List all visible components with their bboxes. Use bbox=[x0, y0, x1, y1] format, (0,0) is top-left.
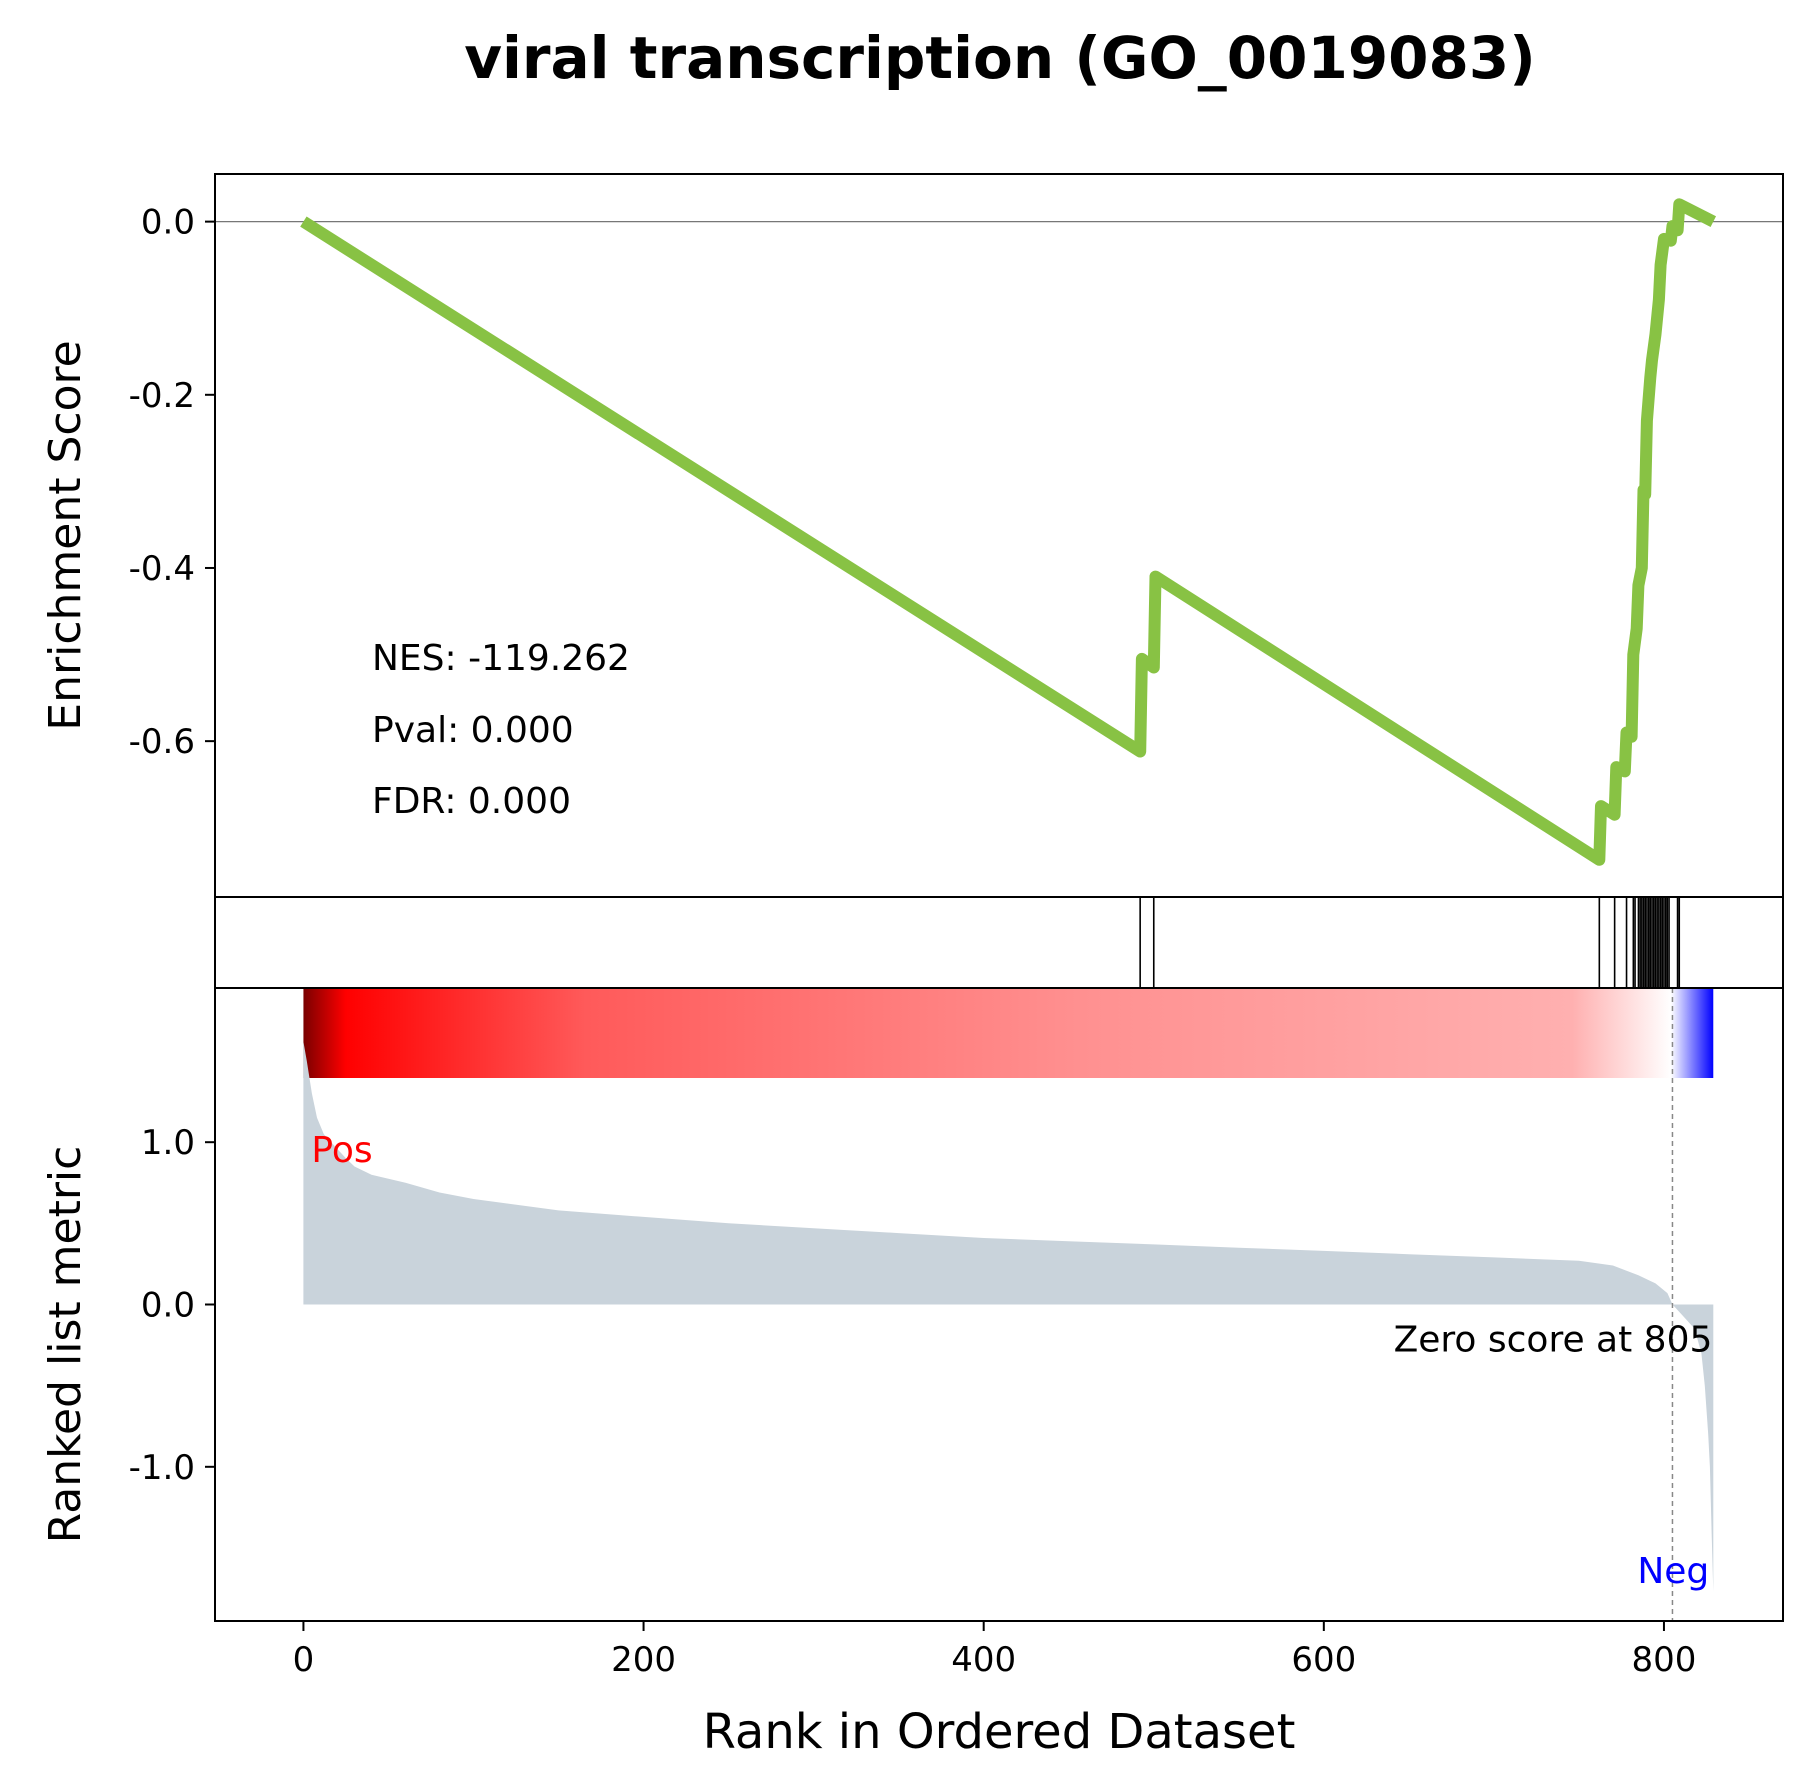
x-tick-label: 800 bbox=[1632, 1640, 1697, 1680]
pval-annotation: Pval: 0.000 bbox=[372, 710, 574, 751]
nes-annotation: NES: -119.262 bbox=[372, 638, 630, 679]
chart-title: viral transcription (GO_0019083) bbox=[464, 24, 1536, 92]
rank-y-tick-label: 0.0 bbox=[141, 1286, 195, 1326]
rank-y-axis-label: Ranked list metric bbox=[40, 1146, 91, 1544]
gene-hit-lines bbox=[1139, 897, 1681, 988]
hits-panel-frame bbox=[214, 896, 1784, 989]
x-axis-ticks: 0 200 400 600 800 bbox=[293, 1621, 1697, 1680]
x-tick-label: 200 bbox=[611, 1640, 676, 1680]
x-axis-label: Rank in Ordered Dataset bbox=[703, 1704, 1296, 1760]
rank-y-tick-label: -1.0 bbox=[129, 1448, 195, 1488]
zero-score-label: Zero score at 805 bbox=[1394, 1320, 1713, 1361]
x-tick-label: 400 bbox=[951, 1640, 1016, 1680]
es-y-axis-label: Enrichment Score bbox=[40, 340, 91, 730]
x-tick-label: 0 bbox=[293, 1640, 315, 1680]
running-enrichment-line bbox=[300, 198, 1717, 866]
pos-label: Pos bbox=[311, 1130, 372, 1171]
es-y-tick-label: -0.2 bbox=[129, 376, 195, 416]
gene-hits-panel bbox=[214, 896, 1784, 989]
fdr-annotation: FDR: 0.000 bbox=[372, 781, 571, 822]
x-tick-label: 600 bbox=[1291, 1640, 1356, 1680]
es-y-tick-label: -0.6 bbox=[129, 722, 195, 762]
enrichment-score-panel: 0.0 -0.2 -0.4 -0.6 NES: -119.262 Pval: 0.00… bbox=[40, 173, 1784, 898]
rank-panel-frame bbox=[214, 987, 1784, 1622]
ranked-metric-area bbox=[303, 1041, 1714, 1592]
neg-label: Neg bbox=[1637, 1551, 1709, 1592]
ranked-metric-panel: Zero score at 805 Pos Neg 1.0 0.0 -1.0 Ran… bbox=[40, 987, 1784, 1622]
rank-y-tick-label: 1.0 bbox=[141, 1123, 195, 1163]
es-y-tick-label: 0.0 bbox=[141, 203, 195, 243]
es-y-tick-label: -0.4 bbox=[129, 549, 195, 589]
es-y-ticks: 0.0 -0.2 -0.4 -0.6 bbox=[129, 203, 215, 762]
rank-y-ticks: 1.0 0.0 -1.0 bbox=[129, 1123, 215, 1488]
ranked-heatmap-bar bbox=[303, 988, 1714, 1078]
